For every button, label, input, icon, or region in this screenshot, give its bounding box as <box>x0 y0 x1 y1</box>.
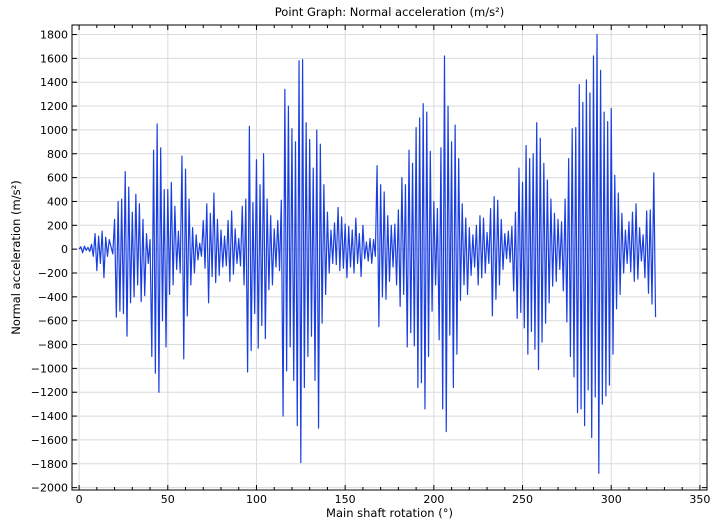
x-tick-label: 350 <box>689 493 710 506</box>
y-tick-label: −600 <box>38 315 68 328</box>
y-tick-label: −1400 <box>31 410 68 423</box>
y-tick-label: −200 <box>38 267 68 280</box>
y-tick-label: −400 <box>38 291 68 304</box>
y-tick-label: 600 <box>47 172 68 185</box>
y-tick-label: 1000 <box>40 124 68 137</box>
y-tick-label: −2000 <box>31 482 68 495</box>
y-tick-label: 1400 <box>40 76 68 89</box>
x-tick-label: 150 <box>335 493 356 506</box>
x-tick-label: 0 <box>76 493 83 506</box>
y-tick-label: 800 <box>47 148 68 161</box>
x-tick-label: 300 <box>601 493 622 506</box>
y-tick-label: 400 <box>47 195 68 208</box>
y-tick-label: −1600 <box>31 434 68 447</box>
y-tick-label: 1600 <box>40 52 68 65</box>
y-tick-label: −1200 <box>31 386 68 399</box>
y-axis-label: Normal acceleration (m/s²) <box>9 180 23 334</box>
y-tick-label: −800 <box>38 339 68 352</box>
y-tick-label: 0 <box>61 243 68 256</box>
x-tick-label: 250 <box>512 493 533 506</box>
x-axis-label: Main shaft rotation (°) <box>326 506 453 520</box>
y-tick-label: −1800 <box>31 458 68 471</box>
y-tick-label: −1000 <box>31 362 68 375</box>
chart-title: Point Graph: Normal acceleration (m/s²) <box>275 5 504 19</box>
y-tick-label: 1800 <box>40 29 68 42</box>
x-tick-label: 200 <box>423 493 444 506</box>
x-tick-label: 100 <box>246 493 267 506</box>
y-tick-label: 1200 <box>40 100 68 113</box>
y-tick-label: 200 <box>47 219 68 232</box>
x-tick-label: 50 <box>161 493 175 506</box>
